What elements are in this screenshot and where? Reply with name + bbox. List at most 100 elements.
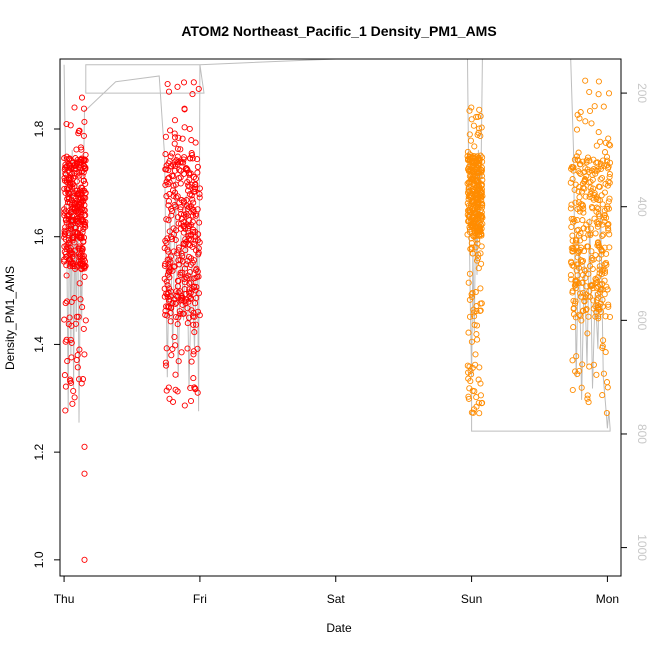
- data-point: [601, 267, 609, 274]
- data-point: [469, 250, 476, 257]
- data-point: [587, 184, 594, 191]
- data-point: [570, 324, 577, 331]
- data-point: [162, 151, 169, 158]
- data-point: [478, 213, 485, 220]
- data-point: [595, 291, 602, 298]
- data-point: [182, 236, 189, 243]
- data-point: [162, 181, 169, 189]
- data-point: [464, 148, 471, 155]
- x-tick-label: Thu: [54, 592, 75, 606]
- data-point: [196, 312, 203, 319]
- data-point: [67, 256, 74, 263]
- data-point: [474, 236, 481, 243]
- data-point: [77, 144, 84, 151]
- data-point: [190, 79, 197, 86]
- data-point: [466, 313, 474, 320]
- data-point: [183, 164, 190, 172]
- data-point: [192, 188, 199, 195]
- data-point: [465, 279, 472, 286]
- data-point: [567, 205, 574, 212]
- data-point: [475, 232, 482, 239]
- data-point: [586, 107, 594, 115]
- data-point: [606, 231, 613, 238]
- data-point: [182, 213, 189, 220]
- data-point: [574, 156, 581, 163]
- y2-tick-label: 200: [635, 83, 649, 103]
- data-point: [464, 207, 472, 214]
- data-point: [161, 245, 168, 252]
- data-point: [467, 161, 474, 168]
- data-point: [580, 307, 587, 314]
- data-point: [76, 280, 83, 287]
- data-point: [474, 172, 481, 180]
- data-point: [166, 228, 173, 235]
- data-point: [67, 376, 74, 383]
- data-point: [593, 276, 600, 283]
- data-point: [595, 91, 602, 98]
- data-point: [72, 216, 79, 223]
- data-point: [580, 248, 588, 255]
- data-point: [572, 368, 579, 375]
- data-point: [162, 237, 169, 244]
- data-point: [466, 131, 473, 138]
- data-point: [72, 224, 79, 231]
- data-point: [594, 242, 601, 249]
- data-point: [583, 283, 590, 290]
- x-tick-label: Sat: [327, 592, 346, 606]
- data-point: [163, 166, 170, 173]
- data-point: [183, 261, 190, 268]
- data-point: [171, 189, 179, 196]
- data-point: [569, 289, 576, 296]
- data-point: [170, 225, 177, 232]
- data-point: [593, 142, 600, 149]
- data-point: [569, 386, 576, 394]
- data-point: [600, 231, 607, 238]
- data-point: [581, 176, 589, 183]
- data-point: [476, 125, 483, 132]
- data-point: [162, 133, 169, 140]
- data-point: [166, 269, 173, 276]
- data-point: [168, 212, 175, 219]
- data-point-outlier: [81, 470, 88, 477]
- data-point: [80, 162, 87, 169]
- data-point: [177, 269, 184, 276]
- data-point: [184, 178, 191, 186]
- data-point: [478, 400, 485, 407]
- x-axis: Thu Fri Sat Sun Mon: [54, 576, 619, 606]
- data-point: [170, 231, 177, 238]
- data-point: [188, 150, 195, 157]
- y-tick-label: 1.8: [32, 120, 46, 137]
- data-point: [74, 156, 81, 164]
- data-point: [598, 267, 606, 274]
- data-point: [597, 165, 605, 173]
- data-point: [476, 106, 483, 113]
- data-point: [77, 296, 84, 303]
- data-point: [581, 297, 588, 304]
- x-tick-label: Mon: [596, 592, 619, 606]
- data-point: [586, 157, 593, 164]
- data-point: [165, 248, 172, 255]
- data-point: [596, 197, 603, 204]
- data-point: [581, 235, 588, 242]
- data-point: [580, 184, 587, 191]
- data-point: [478, 232, 485, 239]
- data-point: [585, 270, 592, 277]
- data-point: [582, 165, 589, 172]
- data-point: [195, 290, 202, 297]
- data-point: [180, 211, 188, 218]
- data-point: [568, 276, 575, 283]
- data-point: [82, 194, 89, 202]
- data-point: [192, 247, 200, 254]
- data-point: [473, 322, 481, 329]
- data-point: [179, 294, 186, 301]
- data-point: [177, 206, 184, 213]
- data-point: [75, 313, 82, 320]
- data-point: [165, 88, 173, 95]
- data-point: [469, 223, 476, 230]
- data-point: [477, 152, 484, 159]
- data-point: [172, 313, 180, 321]
- data-point: [576, 194, 583, 201]
- data-point: [171, 201, 178, 209]
- data-point: [180, 79, 188, 86]
- data-point: [166, 395, 173, 402]
